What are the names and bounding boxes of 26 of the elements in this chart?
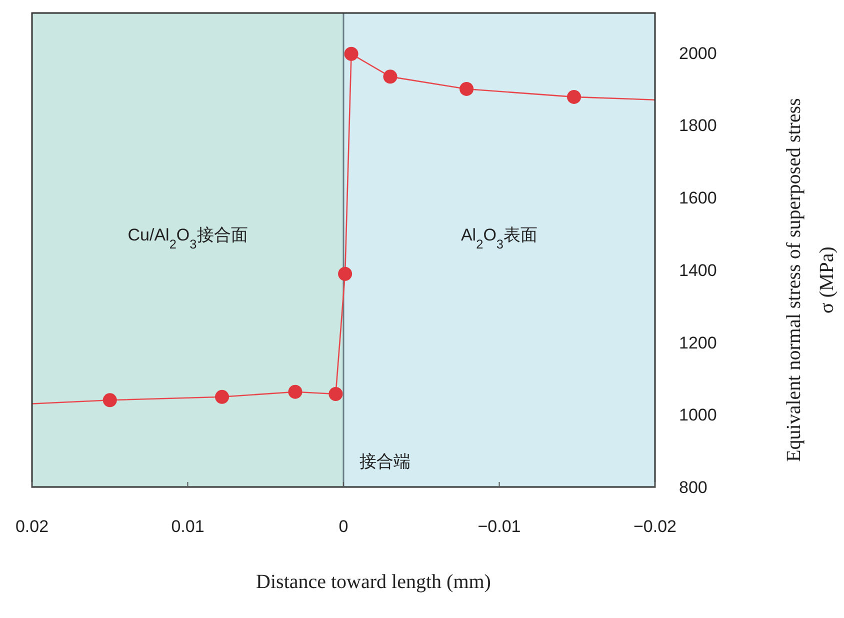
x-tick-label: 0.02 (15, 517, 49, 536)
point (328, 387, 343, 402)
y-tick-label: 1000 (679, 406, 717, 425)
y-tick-label: 1600 (679, 188, 717, 208)
x-tick-label: −0.01 (478, 517, 521, 536)
point (288, 384, 302, 399)
x-axis-title: Distance toward length (mm) (256, 571, 491, 593)
x-tick-label: 0.01 (171, 517, 204, 536)
point (344, 46, 358, 61)
band-label: Cu/Al$_{2}$O$_{3}$接合面 (128, 226, 248, 252)
band-label: Al$_{2}$O$_{3}$表面 (460, 226, 538, 252)
point (383, 70, 398, 84)
point (338, 266, 352, 281)
point (102, 393, 117, 408)
y-tick-label: 1200 (679, 333, 717, 352)
x-tick-label: −0.02 (633, 517, 677, 536)
y-tick-label: 800 (679, 478, 708, 497)
y-tick-label: 1800 (679, 116, 717, 136)
y-tick-label: 1400 (679, 260, 717, 280)
x-tick-label: 0 (338, 517, 348, 536)
y-tick-label: 2000 (679, 44, 717, 63)
point (215, 390, 230, 404)
y-axis-title: Equivalent normal stress of superposed stress σ (MPa) (783, 98, 838, 462)
point (460, 82, 474, 96)
ref-line-label: 接合端 (360, 452, 410, 471)
point (567, 90, 582, 104)
